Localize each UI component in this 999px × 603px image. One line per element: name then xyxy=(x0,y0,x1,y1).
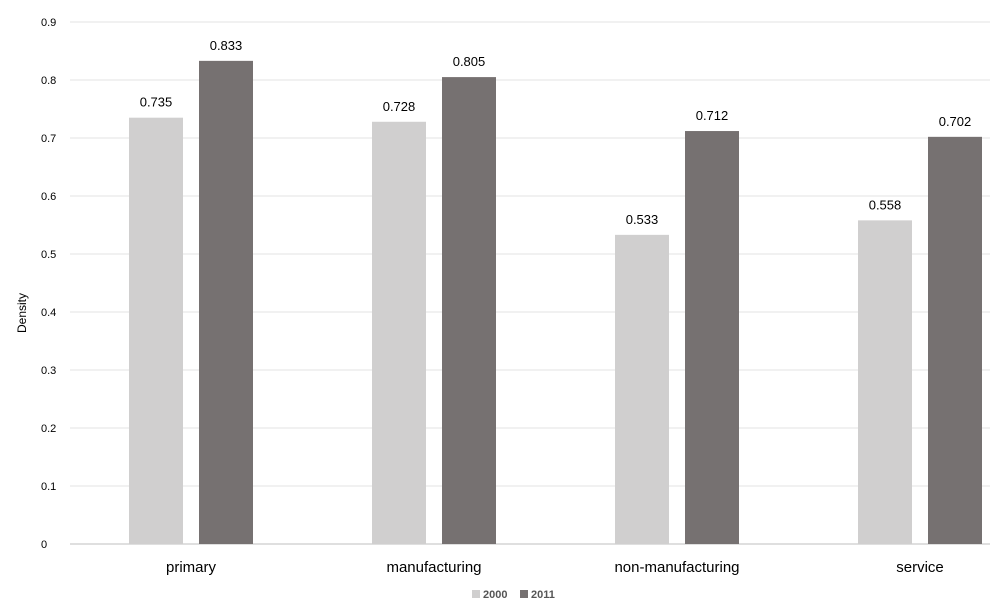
legend-swatch-2000 xyxy=(472,590,480,598)
y-tick-label: 0.1 xyxy=(41,481,56,493)
bar-2000-service xyxy=(858,220,912,545)
bar-2011-primary xyxy=(199,60,253,545)
x-axis-categories: primary manufacturing non-manufacturing ser… xyxy=(166,559,944,576)
bar-2011-service xyxy=(928,136,982,544)
data-label: 0.533 xyxy=(626,212,659,227)
legend-swatch-2011 xyxy=(520,590,528,598)
bar-2011-manufacturing xyxy=(442,77,496,544)
legend-label-2011: 2011 xyxy=(531,589,555,601)
legend: 2000 2011 xyxy=(472,589,555,601)
legend-label-2000: 2000 xyxy=(483,589,507,601)
data-label: 0.735 xyxy=(140,95,173,110)
bar-2011-non-manufacturing xyxy=(685,131,739,545)
bar-2000-manufacturing xyxy=(372,121,426,544)
y-tick-label: 0.9 xyxy=(41,17,56,29)
category-label: non-manufacturing xyxy=(614,559,739,576)
category-label: primary xyxy=(166,559,217,576)
y-tick-label: 0.4 xyxy=(41,307,56,319)
y-tick-label: 0.7 xyxy=(41,133,56,145)
y-tick-label: 0.8 xyxy=(41,75,56,87)
data-label: 0.833 xyxy=(210,38,243,53)
data-label: 0.805 xyxy=(453,54,486,69)
y-tick-label: 0.2 xyxy=(41,423,56,435)
data-labels: 0.735 0.833 0.728 0.805 0.533 0.712 0.558 0.702 xyxy=(140,38,972,227)
category-label: service xyxy=(896,559,944,576)
data-label: 0.712 xyxy=(696,108,729,123)
y-axis-title: Density xyxy=(15,293,29,333)
y-tick-label: 0.5 xyxy=(41,249,56,261)
category-label: manufacturing xyxy=(386,559,481,576)
y-tick-label: 0.3 xyxy=(41,365,56,377)
y-axis-ticks: 0 0.1 0.2 0.3 0.4 0.5 0.6 0.7 0.8 0.9 xyxy=(41,17,56,551)
data-label: 0.702 xyxy=(939,114,972,129)
y-tick-label: 0 xyxy=(41,539,47,551)
bar-2000-non-manufacturing xyxy=(615,234,669,545)
y-tick-label: 0.6 xyxy=(41,191,56,203)
bar-2000-primary xyxy=(129,117,183,544)
data-label: 0.558 xyxy=(869,197,902,212)
bars xyxy=(129,60,982,545)
data-label: 0.728 xyxy=(383,99,416,114)
